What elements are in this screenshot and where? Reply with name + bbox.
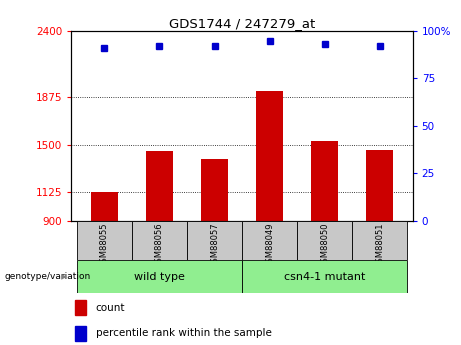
Text: GSM88055: GSM88055: [100, 223, 109, 268]
Text: GSM88049: GSM88049: [265, 223, 274, 268]
FancyBboxPatch shape: [242, 221, 297, 260]
Text: percentile rank within the sample: percentile rank within the sample: [96, 328, 272, 338]
FancyBboxPatch shape: [242, 260, 407, 293]
Text: csn4-1 mutant: csn4-1 mutant: [284, 272, 365, 282]
Title: GDS1744 / 247279_at: GDS1744 / 247279_at: [169, 17, 315, 30]
Text: GSM88056: GSM88056: [155, 223, 164, 268]
Text: count: count: [96, 303, 125, 313]
Text: GSM88050: GSM88050: [320, 223, 329, 268]
Text: GSM88051: GSM88051: [375, 223, 384, 268]
Text: GSM88057: GSM88057: [210, 223, 219, 268]
FancyBboxPatch shape: [352, 221, 407, 260]
FancyBboxPatch shape: [297, 221, 352, 260]
Bar: [201, 159, 228, 221]
Text: genotype/variation: genotype/variation: [5, 272, 91, 282]
Bar: [311, 141, 338, 221]
Bar: [75, 326, 86, 341]
Bar: [75, 300, 86, 315]
FancyBboxPatch shape: [132, 221, 187, 260]
Text: wild type: wild type: [134, 272, 185, 282]
Bar: [91, 192, 118, 221]
Bar: [146, 151, 173, 221]
FancyBboxPatch shape: [77, 260, 242, 293]
Bar: [366, 150, 393, 221]
Bar: [256, 90, 284, 221]
FancyBboxPatch shape: [187, 221, 242, 260]
FancyBboxPatch shape: [77, 221, 132, 260]
